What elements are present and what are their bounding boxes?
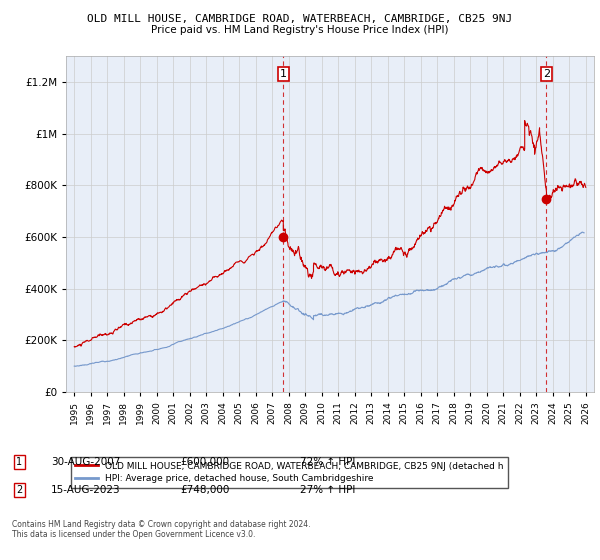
Text: 30-AUG-2007: 30-AUG-2007	[51, 457, 121, 467]
Text: 72% ↑ HPI: 72% ↑ HPI	[300, 457, 355, 467]
Text: Contains HM Land Registry data © Crown copyright and database right 2024.: Contains HM Land Registry data © Crown c…	[12, 520, 311, 529]
Text: This data is licensed under the Open Government Licence v3.0.: This data is licensed under the Open Gov…	[12, 530, 256, 539]
Text: 2: 2	[543, 69, 550, 79]
Text: OLD MILL HOUSE, CAMBRIDGE ROAD, WATERBEACH, CAMBRIDGE, CB25 9NJ: OLD MILL HOUSE, CAMBRIDGE ROAD, WATERBEA…	[88, 14, 512, 24]
Text: 27% ↑ HPI: 27% ↑ HPI	[300, 485, 355, 495]
Text: 1: 1	[280, 69, 287, 79]
Legend: OLD MILL HOUSE, CAMBRIDGE ROAD, WATERBEACH, CAMBRIDGE, CB25 9NJ (detached h, HPI: OLD MILL HOUSE, CAMBRIDGE ROAD, WATERBEA…	[71, 457, 508, 488]
Text: Price paid vs. HM Land Registry's House Price Index (HPI): Price paid vs. HM Land Registry's House …	[151, 25, 449, 35]
Text: £748,000: £748,000	[180, 485, 229, 495]
Text: 1: 1	[16, 457, 22, 467]
Text: 2: 2	[16, 485, 22, 495]
Text: 15-AUG-2023: 15-AUG-2023	[51, 485, 121, 495]
Text: £600,000: £600,000	[180, 457, 229, 467]
